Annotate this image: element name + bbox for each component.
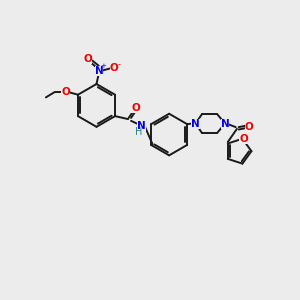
Text: N: N bbox=[191, 118, 200, 128]
Text: O: O bbox=[110, 63, 119, 73]
Text: O: O bbox=[245, 122, 254, 132]
Text: -: - bbox=[118, 60, 121, 69]
Text: O: O bbox=[83, 54, 92, 64]
Text: O: O bbox=[239, 134, 248, 144]
Text: O: O bbox=[61, 87, 70, 97]
Text: O: O bbox=[131, 103, 140, 113]
Text: H: H bbox=[134, 127, 142, 137]
Text: N: N bbox=[94, 66, 103, 76]
Text: +: + bbox=[101, 63, 106, 69]
Text: N: N bbox=[220, 118, 230, 128]
Text: N: N bbox=[137, 121, 146, 130]
